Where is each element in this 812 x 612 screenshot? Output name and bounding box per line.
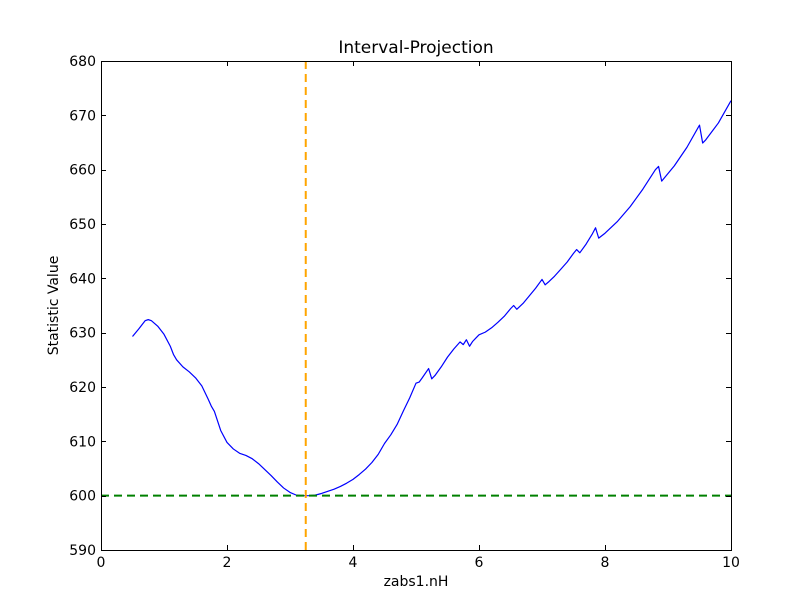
y-tick-label: 670 xyxy=(69,108,96,124)
x-tick-label: 10 xyxy=(722,555,740,571)
x-tick-label: 4 xyxy=(349,555,358,571)
y-tick-label: 650 xyxy=(69,217,96,233)
y-tick-label: 660 xyxy=(69,163,96,179)
x-tick-label: 0 xyxy=(97,555,106,571)
plot-area xyxy=(101,61,731,550)
y-tick-label: 680 xyxy=(69,54,96,70)
x-axis-label: zabs1.nH xyxy=(384,574,449,590)
series-line-1 xyxy=(132,100,732,497)
y-tick-label: 610 xyxy=(69,434,96,450)
y-tick-label: 620 xyxy=(69,380,96,396)
y-tick-label: 600 xyxy=(69,489,96,505)
plot-frame xyxy=(101,61,732,551)
y-tick-label: 640 xyxy=(69,271,96,287)
y-tick-label: 590 xyxy=(69,543,96,559)
chart-title: Interval-Projection xyxy=(338,38,493,58)
y-axis-label: Statistic Value xyxy=(46,256,62,356)
y-tick-label: 630 xyxy=(69,326,96,342)
x-tick-label: 6 xyxy=(475,555,484,571)
x-tick-label: 8 xyxy=(601,555,610,571)
x-tick-label: 2 xyxy=(223,555,232,571)
